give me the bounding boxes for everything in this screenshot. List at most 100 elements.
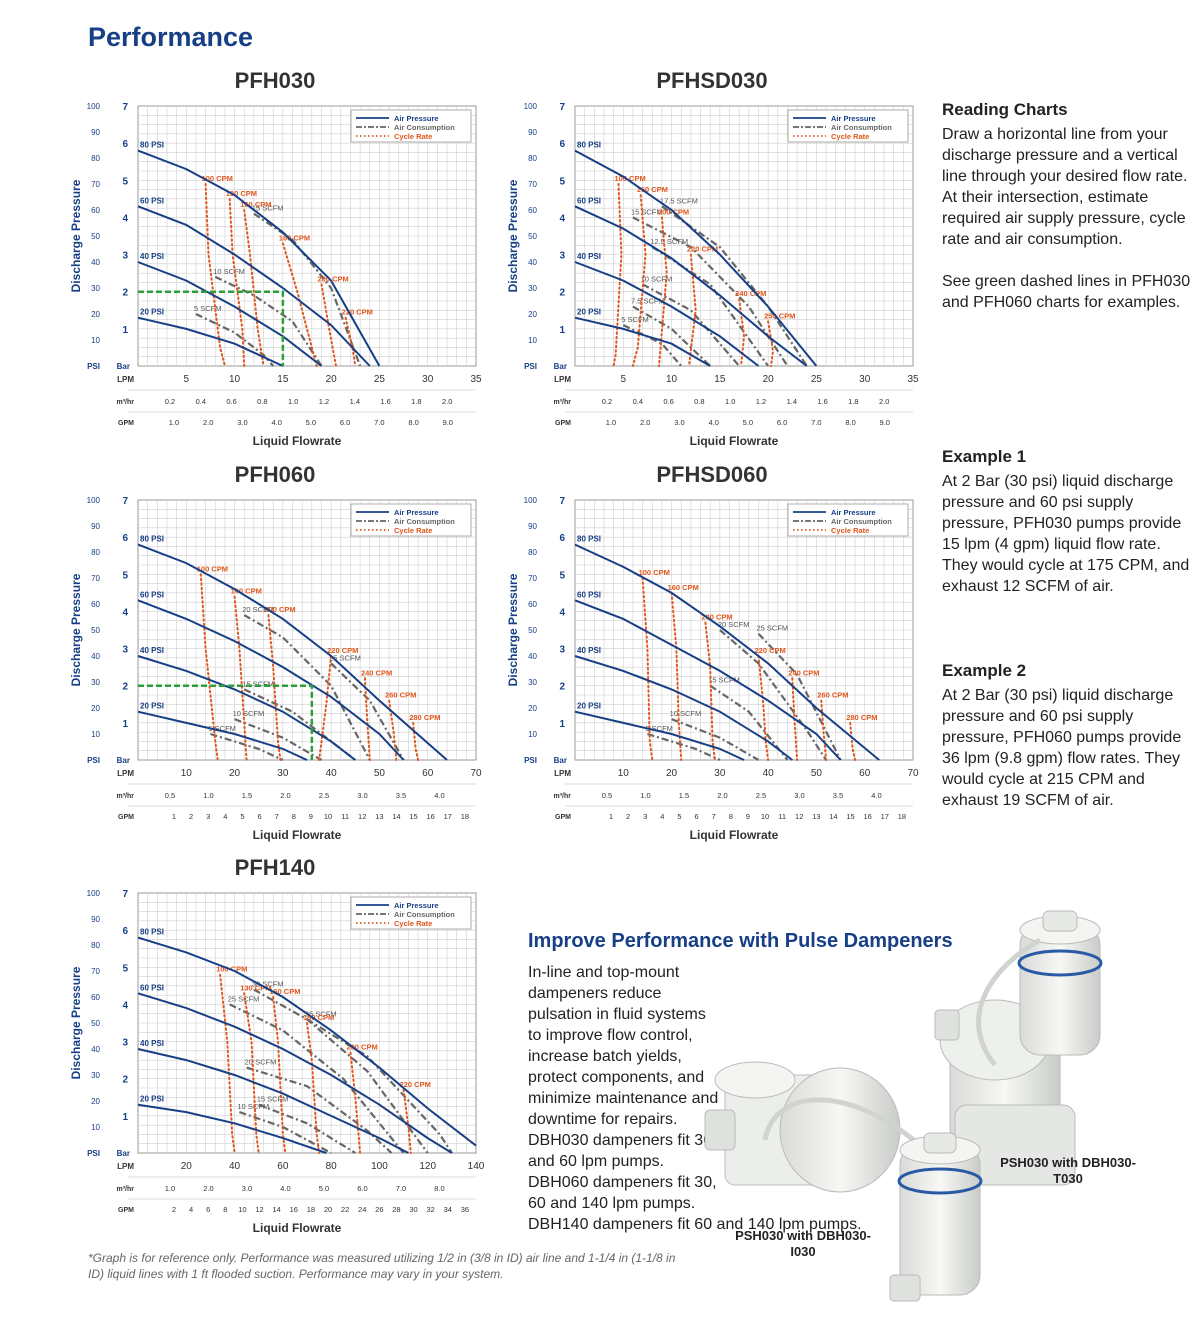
gpm-tick-label: 14 — [392, 812, 400, 821]
scfm-curve — [330, 662, 405, 761]
psi-tick-label: 50 — [528, 232, 537, 241]
chart-pfh030: 10 20 30 40 50 60 70 80 90 100 PSI 1 2 3 4 5 6 7 Bar Discha… — [69, 102, 482, 448]
psi-tick-label: 90 — [91, 128, 100, 137]
gpm-tick-label: 18 — [898, 812, 906, 821]
m3-tick-label: 7.0 — [396, 1184, 406, 1193]
lpm-tick-label: 50 — [374, 768, 386, 779]
scfm-curve — [632, 305, 711, 367]
psi-tick-label: 30 — [528, 284, 537, 293]
air-pressure-curve — [574, 710, 745, 761]
legend-label: Cycle Rate — [394, 526, 432, 535]
cpm-curve-label: 280 CPM — [409, 713, 440, 722]
lpm-tick-label: 20 — [763, 374, 775, 385]
scfm-curve-label: 17.5 SCFM — [660, 196, 698, 205]
psi-tick-label: 10 — [91, 730, 100, 739]
lpm-tick-label: 10 — [229, 374, 241, 385]
chart-pfh140: 102030405060708090100PSI1234567BarDischa… — [69, 889, 485, 1235]
psh030-inline-pump — [704, 1061, 983, 1302]
cpm-curve-label: 100 CPM — [197, 564, 228, 573]
gpm-tick-label: 26 — [375, 1205, 383, 1214]
lpm-tick-label: 30 — [277, 768, 289, 779]
lpm-tick-label: 30 — [859, 374, 871, 385]
m3-tick-label: 1.2 — [319, 397, 329, 406]
scfm-curve — [229, 1003, 405, 1154]
scfm-curve — [234, 718, 323, 761]
m3-tick-label: 1.8 — [411, 397, 421, 406]
gpm-tick-label: 17 — [444, 812, 452, 821]
scfm-curve-label: 7.5 SCFM — [631, 297, 665, 306]
chart-title-pfh060: PFH060 — [234, 462, 316, 487]
m3-tick-label: 0.2 — [165, 397, 175, 406]
bar-tick-label: 6 — [122, 139, 128, 150]
psi-tick-label: 90 — [528, 522, 537, 531]
scfm-curve — [243, 688, 356, 761]
scfm-curve-label: 10 SCFM — [237, 1102, 269, 1111]
bar-unit-label: Bar — [554, 362, 567, 371]
scfm-curve-label: 35 SCFM — [305, 1009, 337, 1018]
gpm-tick-label: 2 — [189, 812, 193, 821]
psi-tick-label: 80 — [528, 548, 537, 557]
cpm-curve — [849, 721, 857, 761]
psi-tick-label: 30 — [528, 678, 537, 687]
pulse-dampeners-body: In-line and top-mount dampeners reduce p… — [528, 964, 862, 1233]
scfm-curve — [214, 275, 323, 367]
lpm-tick-label: 20 — [181, 1161, 193, 1172]
curves: 5 SCFM 10 SCFM 15 SCFM 20 SCFM 25 SCFM 100 CP… — [574, 535, 880, 761]
chart-pfhsd030: 10 20 30 40 50 60 70 80 90 100 PSI 1 2 3 4 5 6 7 Bar Discha… — [506, 102, 919, 448]
lpm-tick-label: 10 — [618, 768, 630, 779]
x-axis-label: Liquid Flowrate — [253, 828, 342, 842]
legend-label: Cycle Rate — [394, 919, 432, 928]
cpm-curve — [344, 316, 357, 367]
psi-tick-label: 50 — [91, 1019, 100, 1028]
cpm-curve-label: 200 CPM — [346, 1043, 377, 1052]
cpm-curve-label: 130 CPM — [226, 189, 257, 198]
psi-tick-label: 40 — [91, 258, 100, 267]
psi-tick-label: 20 — [91, 1097, 100, 1106]
curves: 5 SCFM 10 SCFM 15 SCFM 20 SCFM 25 SCFM 100 CP… — [137, 535, 448, 761]
gpm-tick-label: 14 — [829, 812, 837, 821]
lpm-tick-label: 20 — [229, 768, 241, 779]
m3-tick-label: 1.0 — [725, 397, 735, 406]
cpm-curve-label: 220 CPM — [400, 1080, 431, 1089]
scfm-curve — [243, 614, 371, 761]
air-pressure-curve-label: 40 PSI — [140, 646, 164, 655]
caption-top-mount-dampener: PSH030 with DBH030-T030 — [1000, 1155, 1136, 1186]
psi-tick-label: 100 — [87, 889, 101, 898]
bar-tick-label: 7 — [122, 889, 128, 900]
cpm-curve — [641, 577, 654, 761]
psi-unit-label: PSI — [87, 362, 100, 371]
lpm-tick-label: 35 — [907, 374, 919, 385]
psi-tick-label: 60 — [528, 206, 537, 215]
bar-tick-label: 3 — [559, 645, 565, 656]
gpm-tick-label: 5 — [677, 812, 681, 821]
gpm-tick-label: 30 — [409, 1205, 417, 1214]
bar-tick-label: 1 — [122, 325, 128, 336]
bar-tick-label: 7 — [559, 102, 565, 113]
gpm-unit-label: GPM — [118, 420, 134, 427]
gpm-tick-label: 12 — [795, 812, 803, 821]
lpm-tick-label: 5 — [184, 374, 190, 385]
bar-tick-label: 4 — [559, 213, 565, 224]
scfm-curve — [719, 629, 828, 761]
cpm-curve — [243, 992, 260, 1154]
curves: 5 SCFM 10 SCFM 15 SCFM 100 CPM 130 CPM 160 CP… — [137, 141, 381, 367]
legend-label: Air Pressure — [394, 114, 439, 123]
legend-box — [787, 503, 909, 537]
pulse-dampener-illustration — [704, 910, 1103, 1302]
gpm-tick-label: 4 — [189, 1205, 193, 1214]
bar-tick-label: 6 — [559, 139, 565, 150]
cpm-curve-label: 200 CPM — [701, 613, 732, 622]
bar-unit-label: Bar — [117, 1149, 130, 1158]
m3-tick-label: 0.4 — [633, 397, 643, 406]
gpm-tick-label: 24 — [358, 1205, 366, 1214]
cpm-curve — [402, 1088, 412, 1154]
y-axis-label: Discharge Pressure — [69, 966, 83, 1079]
psi-tick-label: 100 — [87, 102, 101, 111]
cpm-curve — [267, 614, 282, 761]
example-1-section: Example 1 At 2 Bar (30 psi) liquid disch… — [942, 447, 1192, 597]
psi-tick-label: 60 — [91, 993, 100, 1002]
cpm-curve-label: 100 CPM — [614, 174, 645, 183]
gpm-tick-label: 2.0 — [640, 418, 650, 427]
psi-tick-label: 80 — [91, 154, 100, 163]
